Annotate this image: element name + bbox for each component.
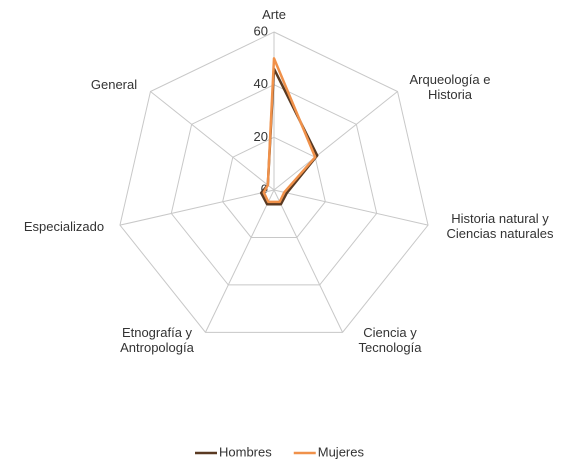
axis-line — [273, 189, 344, 333]
category-label: Etnografía y Antropología — [120, 325, 194, 355]
axis-line — [273, 189, 429, 226]
category-label: Historia natural y Ciencias naturales — [446, 211, 554, 241]
tick-label: 40 — [254, 76, 268, 91]
axis-line — [119, 189, 275, 226]
grid-ring — [170, 84, 378, 286]
legend-label: Mujeres — [318, 444, 365, 459]
category-label: General — [90, 76, 138, 92]
tick-label: 20 — [254, 129, 268, 144]
category-label: Arte — [262, 6, 286, 22]
series-line — [262, 57, 317, 204]
category-label: Ciencia y Tecnología — [358, 325, 422, 355]
axis-line — [273, 91, 398, 191]
category-label: Especializado — [23, 218, 105, 234]
category-label: Arqueología e Historia — [409, 72, 491, 102]
grid-ring — [222, 136, 326, 238]
grid-ring — [119, 31, 429, 333]
axis-line — [150, 91, 275, 191]
tick-label: 60 — [254, 23, 268, 38]
axis-line — [204, 189, 275, 333]
legend-label: Hombres — [219, 444, 272, 459]
